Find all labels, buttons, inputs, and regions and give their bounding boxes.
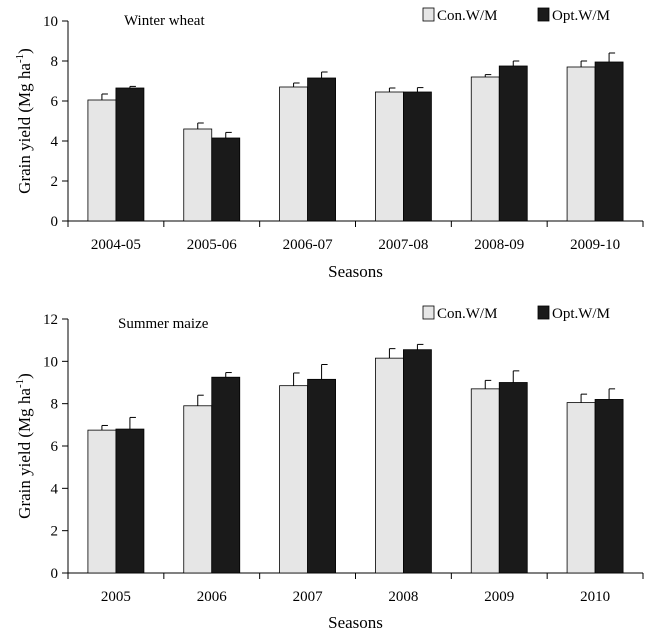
x-tick-label: 2004-05	[91, 237, 141, 253]
legend-label: Con.W/M	[437, 306, 497, 322]
bar-con-2009-10	[566, 66, 596, 222]
x-tick-label: 2010	[580, 589, 610, 605]
x-tick-label: 2008	[388, 589, 418, 605]
y-tick-label: 6	[51, 94, 59, 110]
bar-con-2005	[87, 429, 117, 574]
bar-opt-2009-10	[594, 61, 624, 222]
panel-title: Summer maize	[118, 316, 209, 332]
bar-opt-2008-09	[498, 65, 528, 222]
bar-opt-2009	[498, 382, 528, 574]
y-axis-title-main: Grain yield (Mg ha	[15, 63, 34, 194]
panel-title: Winter wheat	[124, 13, 205, 29]
chart-panel-2: 0 2 4 6 8 10 12 2005 2006 2007 2008 2009 2010 Summer …	[14, 305, 644, 631]
x-tick-label: 2005	[101, 589, 131, 605]
bar-con-2008-09	[470, 76, 500, 222]
legend-swatch	[537, 7, 550, 22]
x-tick-label: 2009	[484, 589, 514, 605]
chart-panel-1: 0 2 4 6 8 10 2004-05 2005-06 2006-07 2007-08 2008-…	[14, 7, 644, 281]
bar-opt-2006	[211, 376, 241, 574]
x-tick-label: 2007	[293, 589, 324, 605]
legend-swatch	[537, 305, 550, 320]
y-axis-title: Grain yield (Mg ha-1)	[14, 373, 34, 519]
bar-con-2004-05	[87, 99, 117, 222]
bar-opt-2005	[115, 428, 145, 574]
x-tick-label: 2007-08	[378, 237, 428, 253]
bar-con-2007-08	[375, 91, 404, 222]
bar-opt-2005-06	[211, 137, 241, 222]
bar-con-2007	[279, 385, 308, 574]
bar-opt-2008	[403, 349, 432, 574]
bar-con-2005-06	[183, 128, 213, 222]
x-tick-label: 2006	[197, 589, 228, 605]
legend-label: Opt.W/M	[552, 8, 610, 24]
y-axis-title-superscript: -1	[14, 54, 26, 63]
x-axis-title: Seasons	[328, 262, 383, 281]
y-tick-label: 0	[51, 566, 59, 582]
y-axis-title: Grain yield (Mg ha-1)	[14, 48, 34, 194]
y-tick-label: 10	[43, 14, 58, 30]
y-axis-title-close: )	[15, 373, 34, 379]
x-tick-label: 2005-06	[187, 237, 237, 253]
y-axis-title-superscript: -1	[14, 379, 26, 388]
bar-con-2006-07	[279, 86, 308, 222]
bar-con-2006	[183, 405, 213, 574]
x-tick-label: 2006-07	[283, 237, 333, 253]
bar-opt-2007	[307, 378, 336, 574]
y-tick-label: 6	[51, 439, 59, 455]
y-tick-label: 8	[51, 397, 59, 413]
y-axis-title-close: )	[15, 48, 34, 54]
legend-swatch	[422, 7, 435, 22]
x-tick-label: 2009-10	[570, 237, 620, 253]
bar-opt-2006-07	[307, 77, 336, 222]
y-tick-label: 2	[51, 524, 59, 540]
y-tick-label: 12	[43, 312, 58, 328]
y-axis-title-main: Grain yield (Mg ha	[15, 388, 34, 519]
bar-opt-2010	[594, 399, 624, 574]
bar-con-2008	[375, 357, 404, 574]
legend-label: Opt.W/M	[552, 306, 610, 322]
y-tick-label: 8	[51, 54, 59, 70]
bar-con-2010	[566, 402, 596, 574]
y-tick-label: 10	[43, 354, 58, 370]
bar-con-2009	[470, 388, 500, 574]
x-axis-title: Seasons	[328, 613, 383, 631]
y-tick-label: 0	[51, 214, 59, 230]
y-tick-label: 4	[51, 481, 59, 497]
bar-opt-2004-05	[115, 87, 145, 222]
legend-swatch	[422, 305, 435, 320]
y-tick-label: 2	[51, 174, 59, 190]
bar-opt-2007-08	[403, 91, 432, 222]
y-tick-label: 4	[51, 134, 59, 150]
x-tick-label: 2008-09	[474, 237, 524, 253]
legend-label: Con.W/M	[437, 8, 497, 24]
